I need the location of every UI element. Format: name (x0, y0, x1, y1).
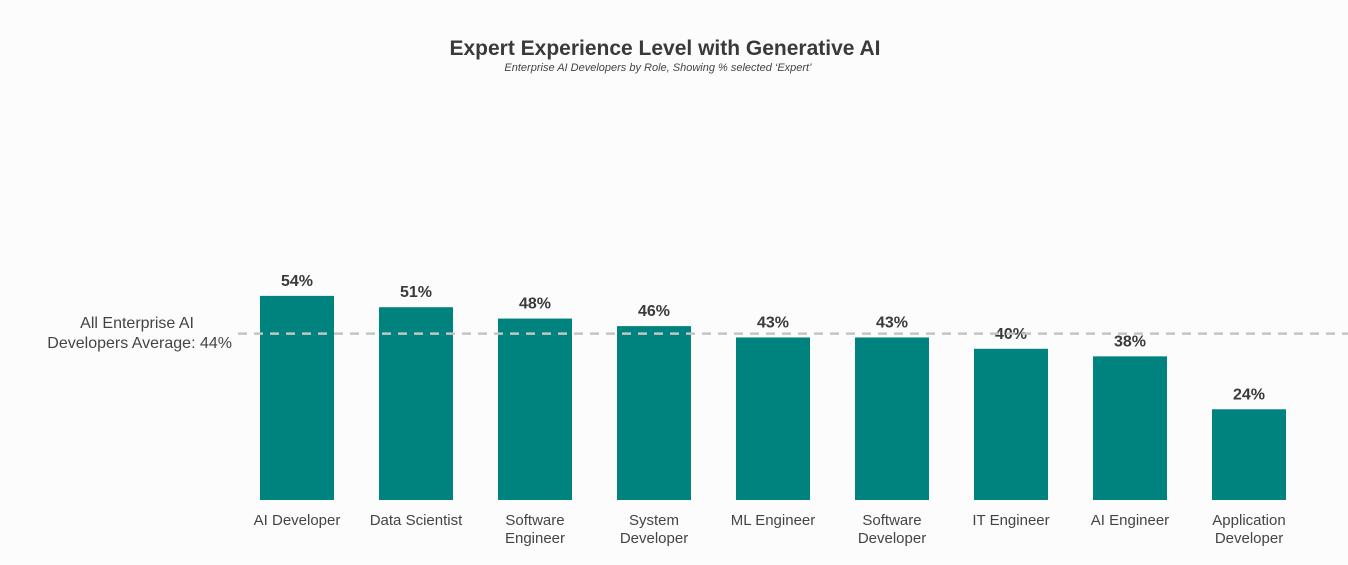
x-tick-label: AI Engineer (1091, 512, 1169, 529)
bar (498, 318, 572, 500)
average-label-line2: Developers Average: 44% (47, 335, 232, 352)
x-tick-label: Developer (858, 530, 926, 547)
x-tick-label: Developer (620, 530, 688, 547)
average-label-line1: All Enterprise AI (80, 315, 194, 332)
x-tick-label: Data Scientist (370, 512, 463, 529)
x-tick-label: Application (1212, 512, 1285, 529)
bar (379, 307, 453, 500)
data-label: 24% (1233, 386, 1265, 403)
bar (736, 337, 810, 500)
data-label: 46% (638, 303, 670, 320)
x-tick-label: Software (505, 512, 564, 529)
bar (974, 348, 1048, 500)
x-tick-label: Engineer (505, 530, 565, 547)
x-tick-label: IT Engineer (972, 512, 1049, 529)
x-tick-label: ML Engineer (731, 512, 816, 529)
data-label: 48% (519, 296, 551, 313)
average-label: All Enterprise AI Developers Average: 44… (20, 314, 232, 354)
chart-subtitle: Enterprise AI Developers by Role, Showin… (504, 62, 812, 74)
data-label: 38% (1114, 333, 1146, 350)
x-tick-label: System (629, 512, 679, 529)
data-label: 43% (757, 314, 789, 331)
bar (1212, 409, 1286, 500)
data-label: 54% (281, 273, 313, 290)
x-tick-label: AI Developer (254, 512, 341, 529)
bar (855, 337, 929, 500)
bar (617, 326, 691, 500)
bar (1093, 356, 1167, 500)
x-tick-label: Developer (1215, 530, 1283, 547)
bar (260, 295, 334, 500)
chart-title: Expert Experience Level with Generative … (449, 37, 881, 60)
data-label: 51% (400, 284, 432, 301)
x-tick-label: Software (862, 512, 921, 529)
data-label: 43% (876, 314, 908, 331)
